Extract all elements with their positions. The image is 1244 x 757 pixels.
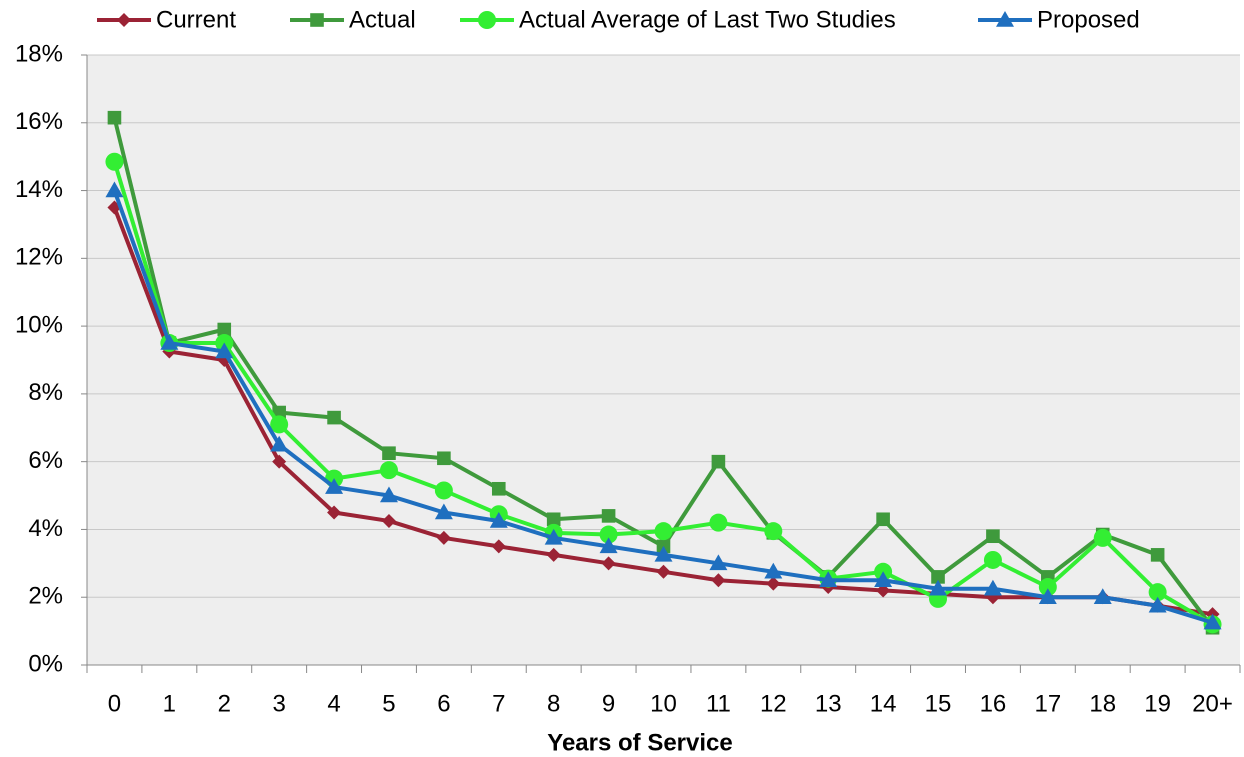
marker — [491, 539, 506, 554]
legend-label: Current — [156, 6, 236, 33]
marker — [654, 522, 673, 541]
x-tick-label: 16 — [980, 690, 1007, 717]
y-tick-label: 14% — [15, 176, 63, 203]
marker — [599, 537, 618, 554]
marker — [601, 509, 616, 523]
x-tick-label: 1 — [163, 690, 176, 717]
x-tick-label: 18 — [1089, 690, 1116, 717]
x-tick-label: 20+ — [1192, 690, 1233, 717]
marker — [656, 564, 671, 579]
marker — [996, 11, 1014, 27]
marker — [325, 478, 344, 494]
marker — [272, 454, 287, 469]
y-tick-label: 18% — [15, 40, 63, 67]
x-tick-label: 9 — [602, 690, 615, 717]
y-tick-label: 4% — [28, 515, 63, 542]
marker — [931, 570, 945, 584]
marker — [601, 556, 616, 571]
marker — [160, 334, 179, 350]
marker — [491, 481, 506, 496]
marker — [478, 11, 496, 29]
marker — [709, 554, 728, 571]
marker — [117, 13, 131, 27]
x-tick-label: 17 — [1034, 690, 1061, 717]
x-tick-label: 5 — [382, 690, 395, 717]
marker — [379, 461, 398, 480]
marker — [327, 410, 341, 425]
marker — [1093, 528, 1112, 547]
y-tick-label: 8% — [28, 379, 63, 406]
x-tick-label: 0 — [108, 690, 121, 717]
marker — [544, 528, 563, 545]
x-tick-label: 10 — [650, 690, 677, 717]
marker — [986, 529, 1000, 544]
marker — [489, 511, 508, 528]
x-tick-label: 6 — [437, 690, 450, 717]
marker — [310, 13, 324, 27]
marker — [381, 513, 396, 528]
marker — [434, 503, 453, 520]
marker — [1038, 578, 1057, 597]
marker — [764, 562, 783, 579]
legend-label: Actual — [349, 6, 416, 33]
marker — [327, 505, 342, 520]
legend-label: Actual Average of Last Two Studies — [519, 6, 896, 33]
marker — [711, 573, 726, 588]
marker — [1203, 613, 1222, 630]
x-tick-label: 2 — [218, 690, 231, 717]
marker — [766, 576, 781, 591]
marker — [709, 513, 728, 532]
marker — [1148, 583, 1167, 602]
marker — [1150, 548, 1165, 562]
marker — [983, 579, 1002, 596]
marker — [270, 415, 289, 434]
marker — [711, 454, 726, 469]
marker — [105, 152, 124, 171]
marker — [434, 481, 453, 500]
marker — [599, 525, 618, 544]
marker — [546, 547, 561, 562]
x-tick-label: 19 — [1144, 690, 1171, 717]
y-tick-label: 2% — [28, 583, 63, 610]
y-tick-label: 16% — [15, 108, 63, 135]
marker — [270, 435, 289, 452]
x-tick-label: 8 — [547, 690, 560, 717]
x-tick-label: 4 — [327, 690, 340, 717]
marker — [382, 446, 396, 460]
x-tick-label: 13 — [815, 690, 842, 717]
x-tick-label: 14 — [870, 690, 897, 717]
marker — [217, 322, 232, 337]
x-tick-label: 11 — [706, 690, 731, 717]
y-tick-label: 0% — [28, 650, 63, 677]
marker — [105, 181, 124, 198]
marker — [1148, 596, 1167, 613]
marker — [107, 110, 122, 125]
x-tick-label: 12 — [760, 690, 787, 717]
plot-area — [87, 55, 1240, 665]
x-tick-label: 7 — [492, 690, 505, 717]
marker — [546, 512, 561, 527]
x-tick-label: 15 — [925, 690, 952, 717]
x-axis-title: Years of Service — [547, 729, 732, 756]
marker — [929, 579, 948, 596]
marker — [215, 342, 234, 359]
marker — [437, 451, 451, 466]
legend-label: Proposed — [1037, 6, 1140, 33]
marker — [654, 545, 673, 562]
marker — [379, 486, 398, 503]
marker — [819, 571, 838, 588]
y-tick-label: 10% — [15, 311, 63, 338]
marker — [874, 571, 893, 588]
y-tick-label: 12% — [15, 244, 63, 271]
marker — [1093, 588, 1112, 604]
marker — [876, 512, 890, 527]
marker — [764, 522, 783, 541]
y-tick-label: 6% — [28, 447, 63, 474]
marker — [983, 550, 1002, 569]
marker — [1038, 588, 1057, 604]
x-tick-label: 3 — [272, 690, 285, 717]
marker — [436, 530, 451, 545]
